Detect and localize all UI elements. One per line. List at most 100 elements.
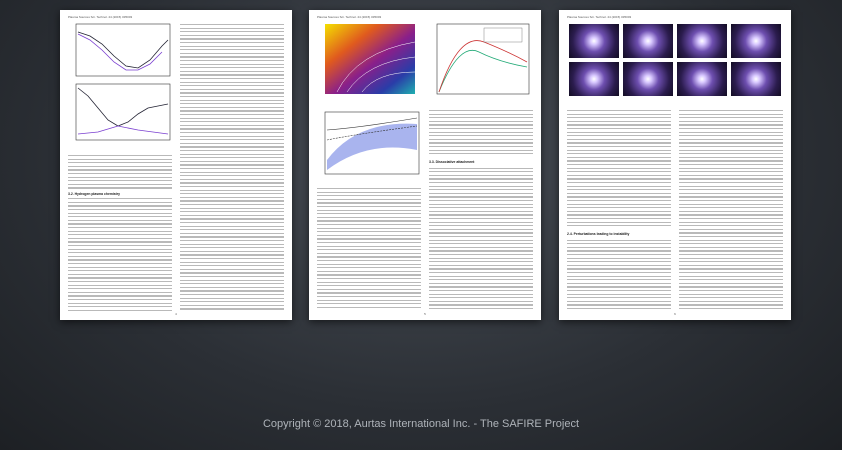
text-line xyxy=(180,78,284,79)
text-line xyxy=(180,35,284,36)
page-header: Plasma Sources Sci. Technol. 24 (2015) 0… xyxy=(317,15,381,19)
text-line xyxy=(679,308,783,309)
text-line xyxy=(429,250,533,251)
text-line xyxy=(567,124,671,125)
text-line xyxy=(317,256,421,257)
photo xyxy=(569,62,619,96)
text-line xyxy=(180,308,284,309)
text-line xyxy=(567,171,671,172)
text-line xyxy=(567,139,671,140)
text-line xyxy=(68,270,172,271)
page-number: 4 xyxy=(60,312,292,316)
text-line xyxy=(429,135,533,136)
text-line xyxy=(679,146,783,147)
text-line xyxy=(180,208,284,209)
text-line xyxy=(317,235,421,236)
text-line xyxy=(317,217,421,218)
text-line xyxy=(68,252,172,253)
text-line xyxy=(679,301,783,302)
text-line xyxy=(180,150,284,151)
text-line xyxy=(180,85,284,86)
text-line xyxy=(317,264,421,265)
section-heading: 2.4. Perturbations leading to instabilit… xyxy=(567,232,629,236)
text-line xyxy=(429,279,533,280)
text-line xyxy=(429,207,533,208)
text-line xyxy=(68,162,172,163)
text-line xyxy=(679,297,783,298)
text-line xyxy=(679,135,783,136)
text-line xyxy=(429,243,533,244)
text-line xyxy=(429,268,533,269)
text-line xyxy=(68,198,172,199)
text-line xyxy=(679,128,783,129)
text-line xyxy=(317,289,421,290)
text-line xyxy=(317,260,421,261)
text-line xyxy=(679,186,783,187)
text-line xyxy=(429,110,533,111)
text-line xyxy=(68,281,172,282)
text-line xyxy=(567,186,671,187)
text-line xyxy=(68,216,172,217)
text-line xyxy=(180,229,284,230)
text-line xyxy=(180,136,284,137)
text-line xyxy=(317,238,421,239)
footer: Copyright © 2018, Aurtas International I… xyxy=(0,418,842,430)
text-line xyxy=(68,180,172,181)
text-line xyxy=(679,200,783,201)
text-line xyxy=(68,187,172,188)
text-line xyxy=(180,265,284,266)
text-line xyxy=(429,193,533,194)
text-line xyxy=(679,258,783,259)
text-line xyxy=(317,300,421,301)
text-line xyxy=(679,153,783,154)
text-line xyxy=(567,204,671,205)
text-line xyxy=(68,306,172,307)
section-heading: 3.2. Hydrogen plasma chemistry xyxy=(68,192,120,196)
text-line xyxy=(180,89,284,90)
text-line xyxy=(180,283,284,284)
text-line xyxy=(180,269,284,270)
text-line xyxy=(180,53,284,54)
text-line xyxy=(429,128,533,129)
text-line xyxy=(567,117,671,118)
text-line xyxy=(429,142,533,143)
text-line xyxy=(180,46,284,47)
text-line xyxy=(429,301,533,302)
text-line xyxy=(679,121,783,122)
text-line xyxy=(180,251,284,252)
text-line xyxy=(180,175,284,176)
text-line xyxy=(180,233,284,234)
text-line xyxy=(567,225,671,226)
text-line xyxy=(567,168,671,169)
text-line xyxy=(317,285,421,286)
text-line xyxy=(567,279,671,280)
text-line xyxy=(317,202,421,203)
text-line xyxy=(567,261,671,262)
text-line xyxy=(180,128,284,129)
text-line xyxy=(429,290,533,291)
text-line xyxy=(679,193,783,194)
text-line xyxy=(567,304,671,305)
text-line xyxy=(68,202,172,203)
text-line xyxy=(68,288,172,289)
paper-page: Plasma Sources Sci. Technol. 24 (2015) 0… xyxy=(559,10,791,320)
text-line xyxy=(679,254,783,255)
text-line xyxy=(180,161,284,162)
text-line xyxy=(429,196,533,197)
text-line xyxy=(180,49,284,50)
text-line xyxy=(180,182,284,183)
text-line xyxy=(68,259,172,260)
text-line xyxy=(429,200,533,201)
text-line xyxy=(567,301,671,302)
text-line xyxy=(679,283,783,284)
text-line xyxy=(180,262,284,263)
text-line xyxy=(567,250,671,251)
text-line xyxy=(68,209,172,210)
text-line xyxy=(567,207,671,208)
text-line xyxy=(180,276,284,277)
text-line xyxy=(679,160,783,161)
text-line xyxy=(567,222,671,223)
text-line xyxy=(567,193,671,194)
paper-page: Plasma Sources Sci. Technol. 24 (2015) 0… xyxy=(60,10,292,320)
text-line xyxy=(68,205,172,206)
